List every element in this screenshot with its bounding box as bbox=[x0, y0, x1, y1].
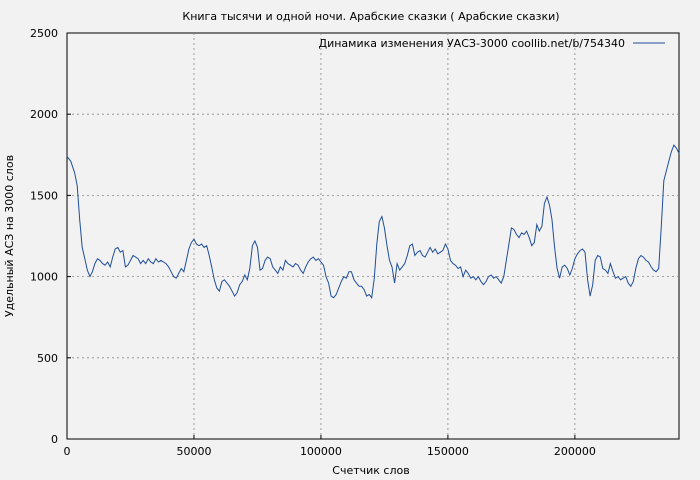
y-axis-label: Удельный АСЗ на 3000 слов bbox=[3, 155, 16, 317]
chart-title: Книга тысячи и одной ночи. Арабские сказ… bbox=[182, 10, 559, 23]
x-tick-label: 150000 bbox=[427, 445, 469, 458]
x-tick-label: 0 bbox=[64, 445, 71, 458]
x-axis-label: Счетчик слов bbox=[332, 464, 409, 477]
legend-label: Динамика изменения УАСЗ-3000 coollib.net… bbox=[319, 37, 626, 50]
series-line bbox=[66, 144, 680, 299]
legend: Динамика изменения УАСЗ-3000 coollib.net… bbox=[319, 37, 665, 50]
x-tick-label: 100000 bbox=[300, 445, 342, 458]
axis-ticks: 0 50000 100000 150000 200000 0 500 1000 1500 2000… bbox=[30, 27, 596, 458]
plot-area bbox=[66, 32, 680, 440]
y-tick-label: 1500 bbox=[30, 189, 58, 202]
x-tick-label: 50000 bbox=[176, 445, 211, 458]
y-tick-label: 2000 bbox=[30, 108, 58, 121]
y-tick-label: 1000 bbox=[30, 271, 58, 284]
x-tick-label: 200000 bbox=[554, 445, 596, 458]
y-tick-label: 500 bbox=[37, 352, 58, 365]
y-tick-label: 0 bbox=[51, 433, 58, 446]
series-layer bbox=[66, 144, 680, 299]
grid bbox=[67, 33, 679, 439]
y-tick-label: 2500 bbox=[30, 27, 58, 40]
